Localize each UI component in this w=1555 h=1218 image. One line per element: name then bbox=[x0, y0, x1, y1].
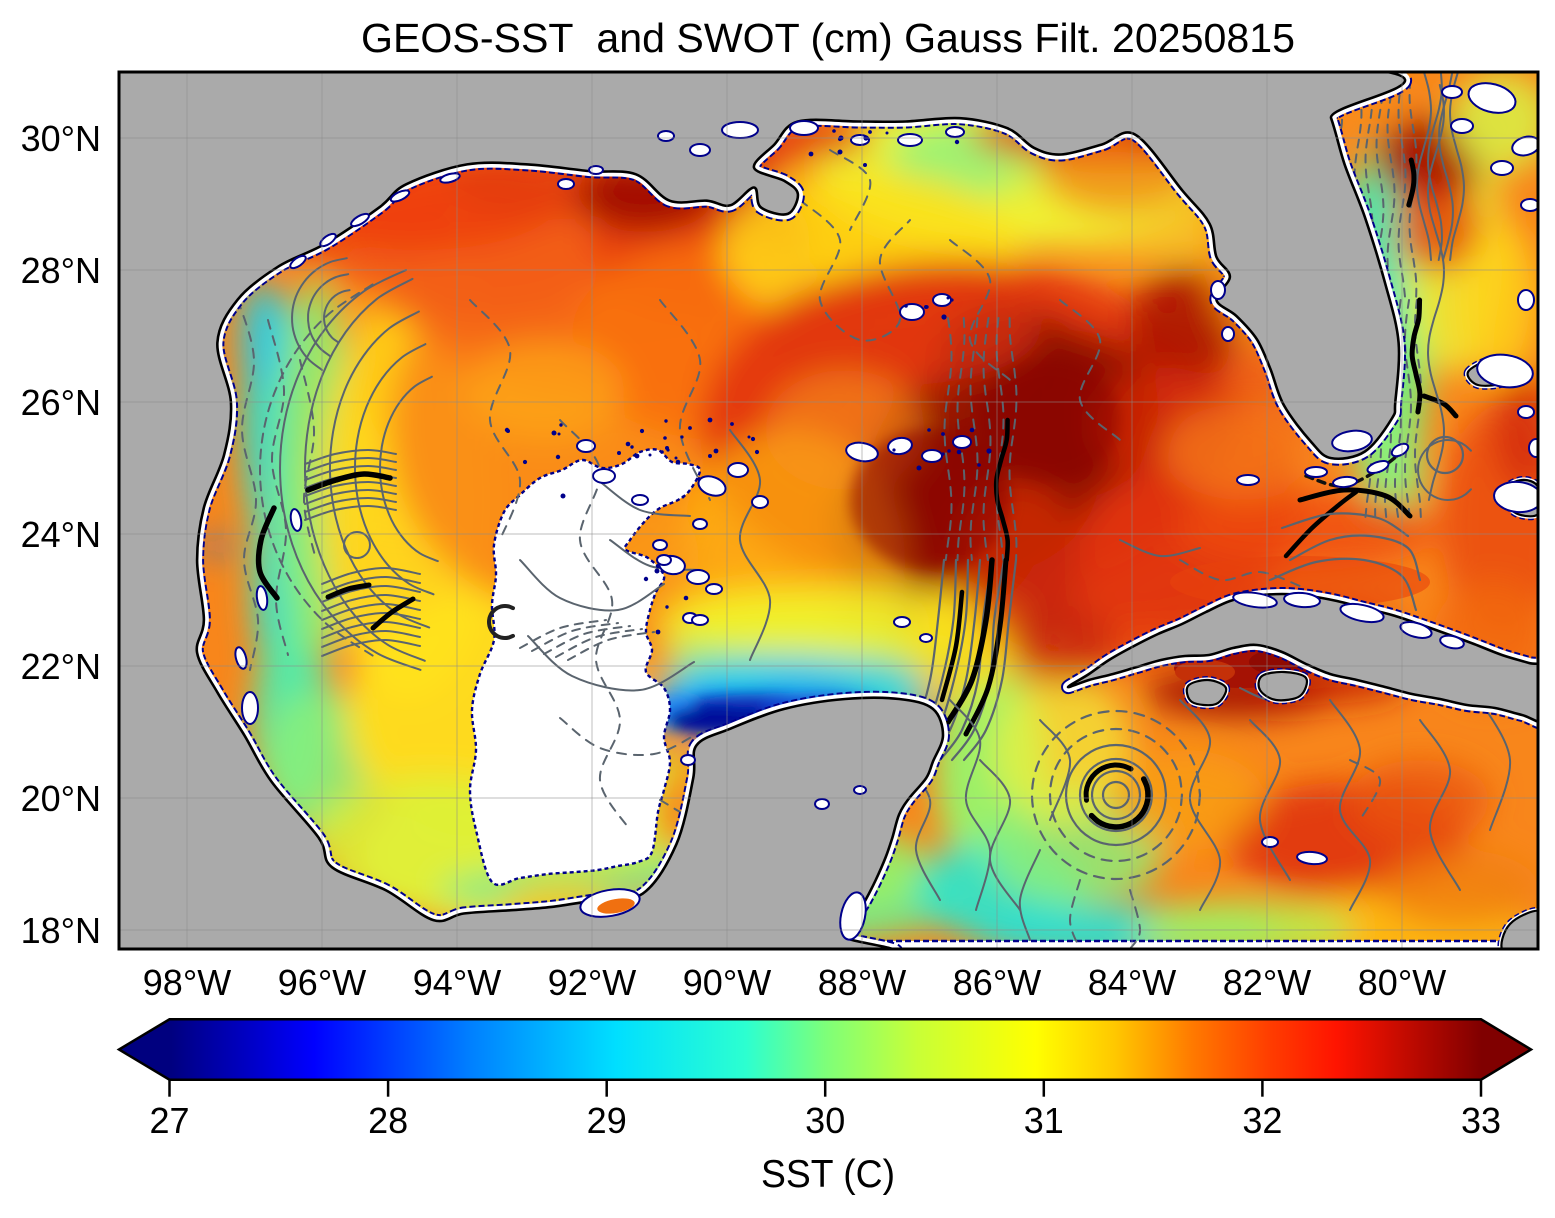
svg-text:29: 29 bbox=[587, 1100, 627, 1141]
svg-text:22°N: 22°N bbox=[21, 646, 101, 687]
svg-text:20°N: 20°N bbox=[21, 778, 101, 819]
svg-text:86°W: 86°W bbox=[953, 962, 1041, 1003]
svg-text:26°N: 26°N bbox=[21, 382, 101, 423]
svg-text:96°W: 96°W bbox=[278, 962, 366, 1003]
svg-text:92°W: 92°W bbox=[548, 962, 636, 1003]
svg-text:GEOS-SST and SWOT (cm) Gauss: GEOS-SST and SWOT (cm) Gauss Filt. 20250… bbox=[361, 15, 1295, 61]
svg-text:30°N: 30°N bbox=[21, 118, 101, 159]
svg-text:18°N: 18°N bbox=[21, 910, 101, 951]
svg-text:30: 30 bbox=[805, 1100, 845, 1141]
svg-text:98°W: 98°W bbox=[143, 962, 231, 1003]
svg-text:28°N: 28°N bbox=[21, 250, 101, 291]
svg-text:24°N: 24°N bbox=[21, 514, 101, 555]
svg-text:27: 27 bbox=[149, 1100, 189, 1141]
svg-text:80°W: 80°W bbox=[1358, 962, 1446, 1003]
svg-text:32: 32 bbox=[1242, 1100, 1282, 1141]
svg-text:28: 28 bbox=[368, 1100, 408, 1141]
svg-text:84°W: 84°W bbox=[1088, 962, 1176, 1003]
svg-text:82°W: 82°W bbox=[1223, 962, 1311, 1003]
svg-text:88°W: 88°W bbox=[818, 962, 906, 1003]
svg-text:94°W: 94°W bbox=[413, 962, 501, 1003]
svg-text:33: 33 bbox=[1461, 1100, 1501, 1141]
svg-text:90°W: 90°W bbox=[683, 962, 771, 1003]
svg-text:SST (C): SST (C) bbox=[761, 1153, 895, 1196]
svg-text:31: 31 bbox=[1024, 1100, 1064, 1141]
